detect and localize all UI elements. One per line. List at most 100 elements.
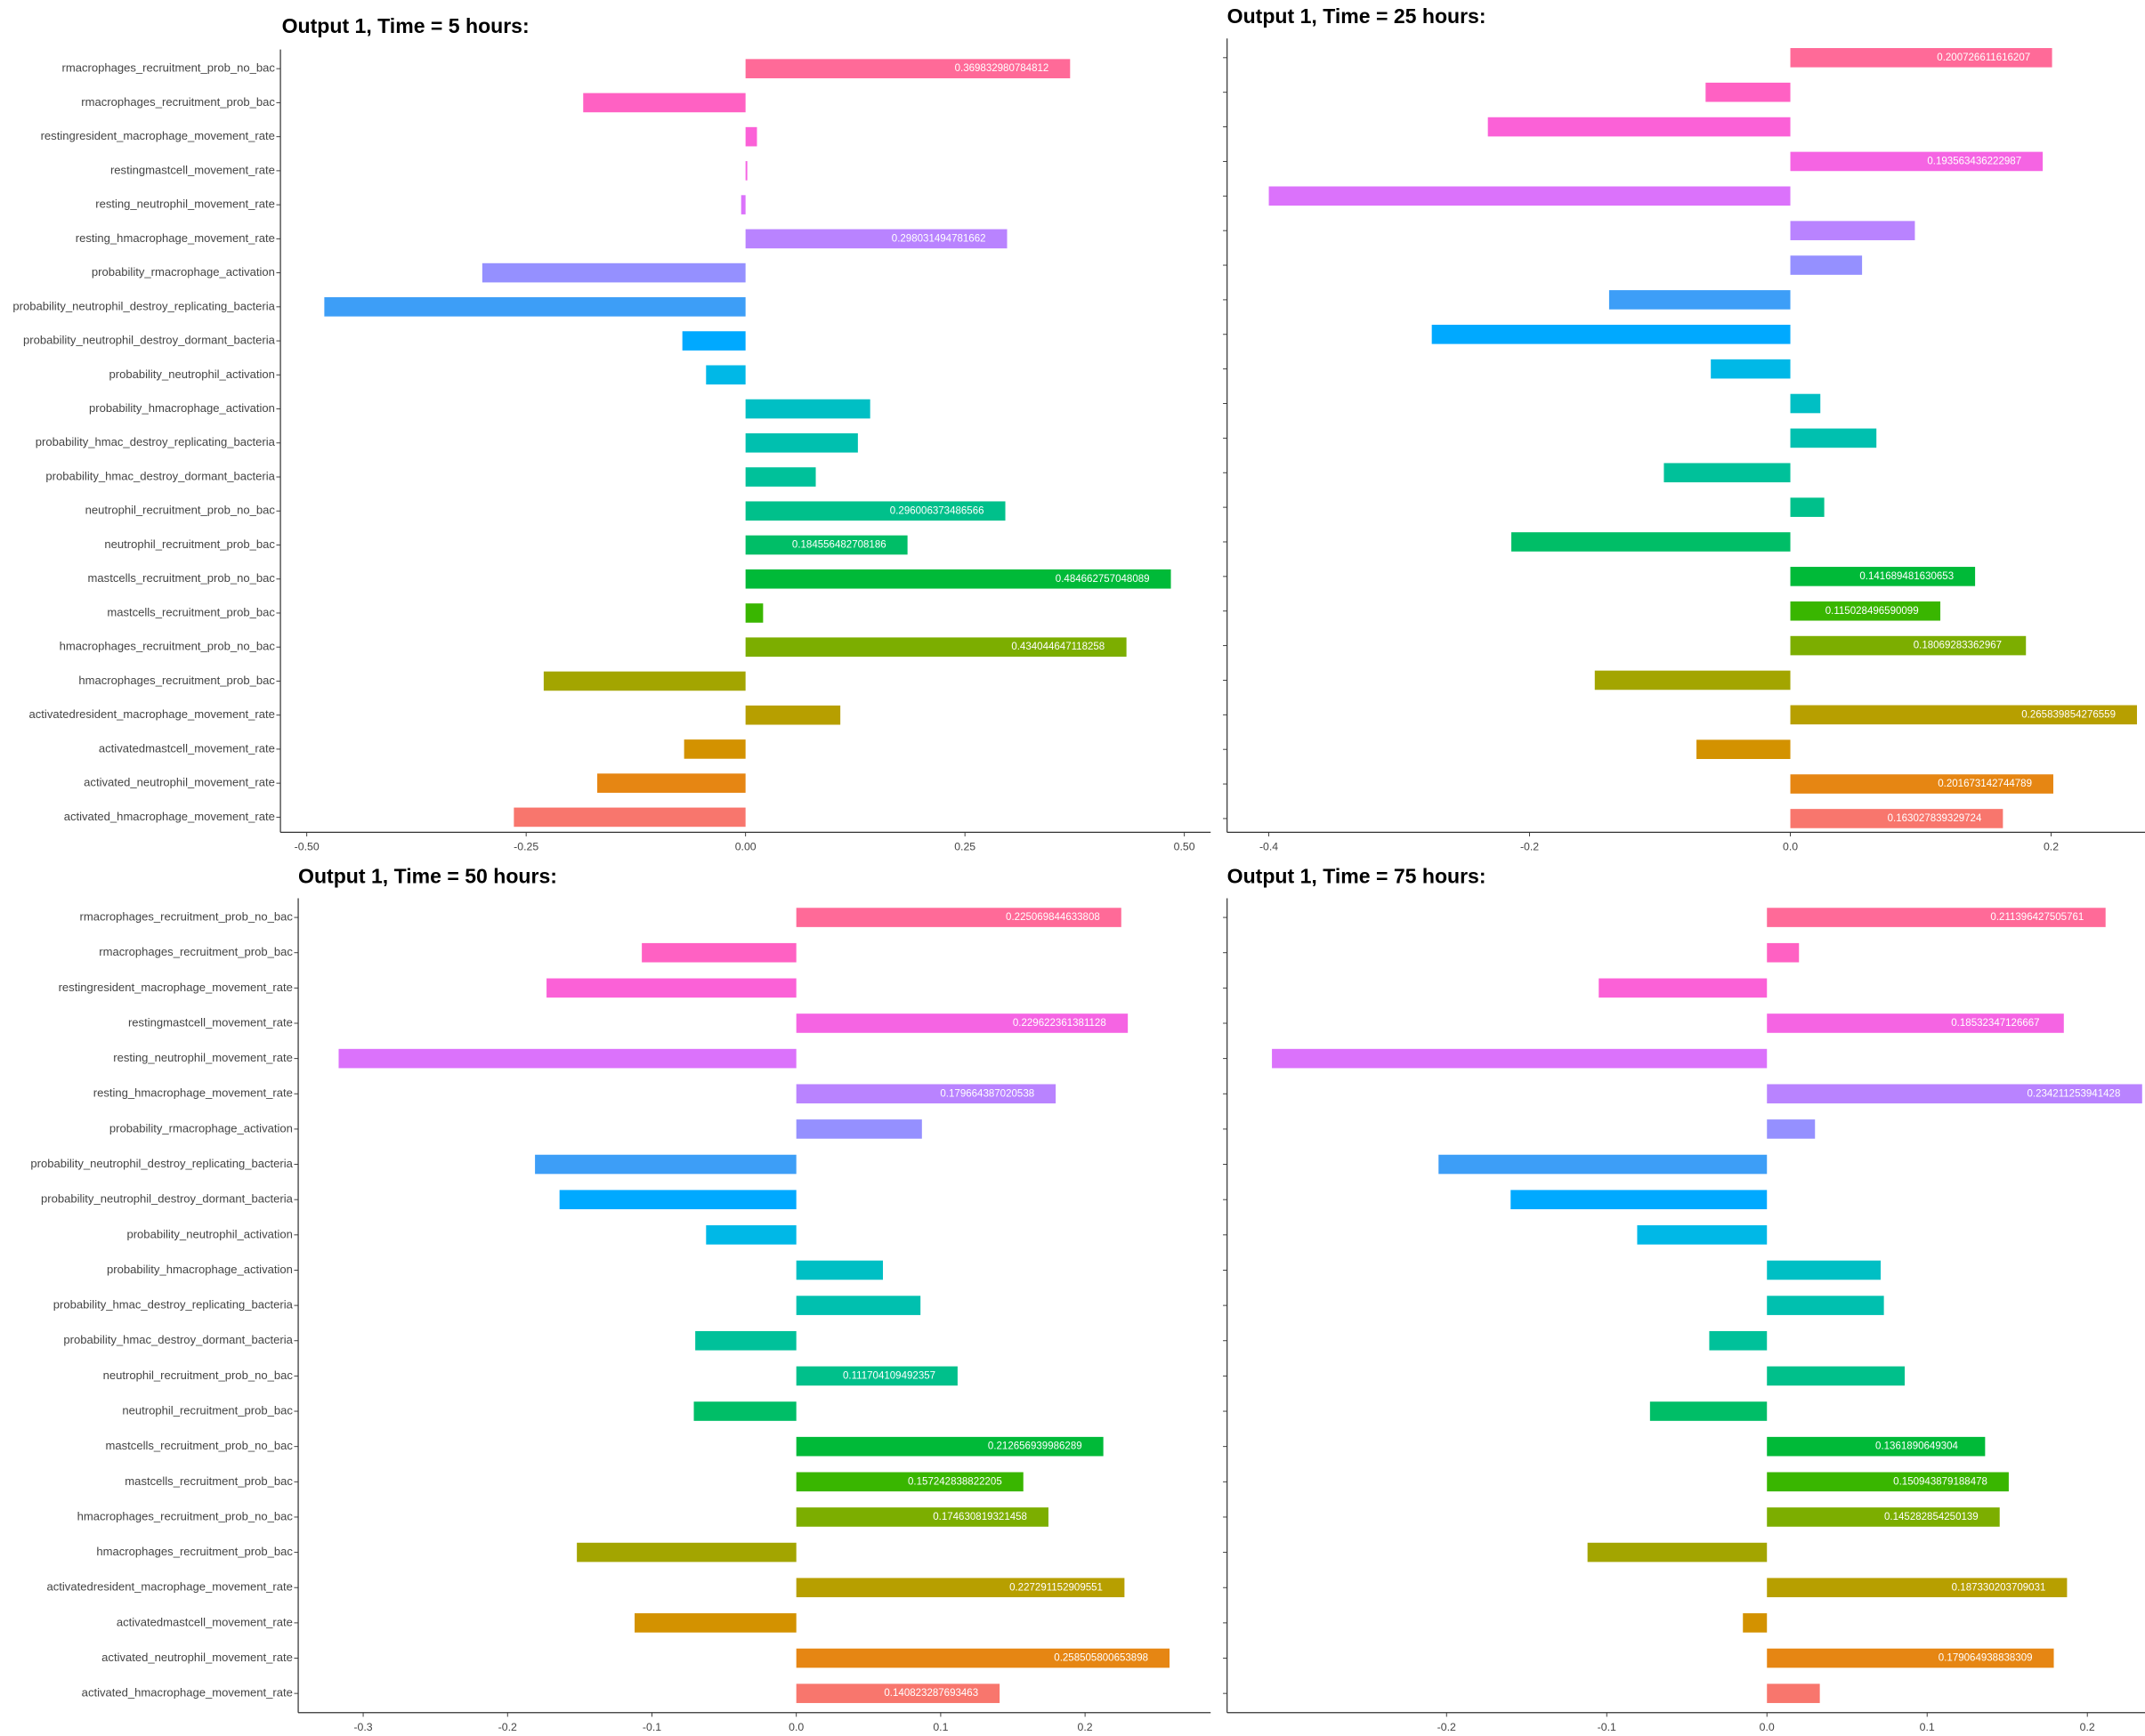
y-tick-label: resting_hmacrophage_movement_rate bbox=[76, 231, 275, 245]
y-tick-label: probability_neutrophil_activation bbox=[109, 367, 274, 381]
y-tick-label: activatedmastcell_movement_rate bbox=[99, 741, 275, 755]
value-label: 0.229622361381128 bbox=[1013, 1018, 1106, 1029]
value-label: 0.369832980784812 bbox=[955, 63, 1049, 74]
bar bbox=[745, 501, 1006, 521]
bar bbox=[482, 262, 746, 283]
bar bbox=[583, 93, 746, 113]
bar bbox=[1790, 497, 1825, 517]
value-label: 0.163027839329724 bbox=[1888, 813, 1982, 824]
y-tick-label: hmacrophages_recruitment_prob_no_bac bbox=[60, 640, 276, 653]
bar bbox=[1696, 739, 1791, 760]
y-tick-label: activated_hmacrophage_movement_rate bbox=[64, 810, 275, 823]
bar bbox=[1767, 1648, 2054, 1668]
x-tick-label: 0.50 bbox=[1174, 841, 1195, 853]
bar bbox=[1709, 1330, 1768, 1351]
bar bbox=[1663, 463, 1791, 483]
value-label: 0.227291152909551 bbox=[1009, 1582, 1103, 1593]
bar bbox=[745, 229, 1008, 249]
value-label: 0.1361890649304 bbox=[1875, 1441, 1958, 1452]
bar bbox=[1608, 290, 1791, 310]
y-tick-label: restingmastcell_movement_rate bbox=[128, 1015, 293, 1029]
y-tick-label: restingresident_macrophage_movement_rate bbox=[41, 129, 275, 142]
bar bbox=[1767, 908, 2106, 927]
y-tick-label: mastcells_recruitment_prob_no_bac bbox=[106, 1439, 294, 1452]
bar bbox=[1790, 809, 2003, 828]
value-label: 0.174630819321458 bbox=[933, 1512, 1027, 1522]
bar bbox=[745, 161, 748, 181]
bar bbox=[1268, 186, 1791, 206]
value-label: 0.193563436222987 bbox=[1927, 156, 2021, 166]
bar bbox=[796, 1296, 921, 1315]
y-tick-label: probability_rmacrophage_activation bbox=[92, 265, 275, 279]
bar bbox=[796, 1436, 1104, 1457]
bar bbox=[543, 671, 746, 691]
bar bbox=[1790, 428, 1877, 448]
bar bbox=[745, 126, 757, 147]
value-label: 0.258505800653898 bbox=[1054, 1653, 1148, 1664]
bar bbox=[1790, 567, 1976, 586]
bar bbox=[796, 1472, 1024, 1492]
bar bbox=[1767, 1084, 2142, 1104]
value-label: 0.141689481630653 bbox=[1859, 571, 1954, 582]
value-label: 0.111704109492357 bbox=[843, 1370, 935, 1381]
bar bbox=[1438, 1154, 1768, 1175]
y-tick-label: probability_rmacrophage_activation bbox=[109, 1121, 293, 1134]
x-tick-label: -0.50 bbox=[295, 841, 320, 853]
y-tick-label: activated_hmacrophage_movement_rate bbox=[82, 1686, 293, 1700]
value-label: 0.484662757048089 bbox=[1056, 574, 1150, 585]
bar bbox=[1599, 978, 1768, 998]
bar bbox=[1790, 151, 2044, 172]
chart-title: Output 1, Time = 25 hours: bbox=[1227, 4, 1486, 28]
bar bbox=[1767, 1260, 1882, 1280]
y-tick-label: hmacrophages_recruitment_prob_bac bbox=[78, 674, 275, 687]
x-tick-label: 0.2 bbox=[1078, 1721, 1093, 1733]
x-tick-label: -0.2 bbox=[1437, 1721, 1456, 1733]
y-tick-label: resting_hmacrophage_movement_rate bbox=[93, 1086, 293, 1100]
y-tick-label: probability_neutrophil_destroy_replicati… bbox=[12, 299, 275, 312]
x-tick-label: 0.2 bbox=[2044, 841, 2059, 853]
bar bbox=[1790, 601, 1941, 621]
bar bbox=[635, 1613, 797, 1633]
bar bbox=[796, 1578, 1125, 1598]
value-label: 0.157242838822205 bbox=[908, 1476, 1002, 1487]
bar bbox=[1790, 705, 2137, 725]
y-tick-label: probability_hmacrophage_activation bbox=[107, 1263, 293, 1276]
bar bbox=[1594, 670, 1791, 690]
y-tick-label: mastcells_recruitment_prob_bac bbox=[107, 605, 275, 618]
value-label: 0.434044647118258 bbox=[1011, 642, 1105, 652]
y-tick-label: probability_hmac_destroy_replicating_bac… bbox=[53, 1298, 294, 1312]
value-label: 0.179664387020538 bbox=[940, 1088, 1034, 1099]
y-tick-label: probability_neutrophil_activation bbox=[126, 1227, 292, 1240]
bar bbox=[1711, 359, 1791, 379]
y-tick-label: mastcells_recruitment_prob_no_bac bbox=[88, 571, 276, 585]
x-tick-label: 0.0 bbox=[1783, 841, 1798, 853]
value-label: 0.211396427505761 bbox=[1990, 912, 2084, 923]
x-tick-label: 0.1 bbox=[933, 1721, 948, 1733]
bar bbox=[1487, 117, 1791, 137]
y-tick-label: activated_neutrophil_movement_rate bbox=[101, 1651, 293, 1664]
bar bbox=[745, 432, 858, 453]
bar bbox=[796, 1260, 884, 1280]
bar bbox=[1743, 1613, 1768, 1633]
y-tick-label: hmacrophages_recruitment_prob_no_bac bbox=[77, 1509, 294, 1522]
y-tick-label: activatedresident_macrophage_movement_ra… bbox=[29, 707, 275, 721]
x-tick-label: -0.1 bbox=[1598, 1721, 1616, 1733]
bar bbox=[796, 1507, 1048, 1527]
bar bbox=[1510, 1190, 1768, 1209]
y-tick-label: probability_hmac_destroy_dormant_bacteri… bbox=[45, 469, 275, 482]
bar bbox=[796, 1684, 1000, 1703]
bar bbox=[1767, 1472, 2009, 1492]
x-tick-label: -0.3 bbox=[353, 1721, 372, 1733]
chart-title: Output 1, Time = 75 hours: bbox=[1227, 864, 1486, 887]
bar bbox=[1767, 1366, 1906, 1386]
x-tick-label: 0.00 bbox=[735, 841, 757, 853]
bar bbox=[706, 365, 746, 385]
y-tick-label: rmacrophages_recruitment_prob_bac bbox=[81, 95, 275, 109]
bar bbox=[1790, 221, 1915, 240]
bar bbox=[745, 603, 764, 623]
y-tick-label: activatedresident_macrophage_movement_ra… bbox=[47, 1580, 293, 1594]
y-tick-label: restingmastcell_movement_rate bbox=[110, 163, 275, 176]
bar bbox=[706, 1225, 797, 1245]
y-tick-label: probability_neutrophil_destroy_dormant_b… bbox=[41, 1192, 294, 1206]
value-label: 0.234211253941428 bbox=[2027, 1088, 2120, 1099]
